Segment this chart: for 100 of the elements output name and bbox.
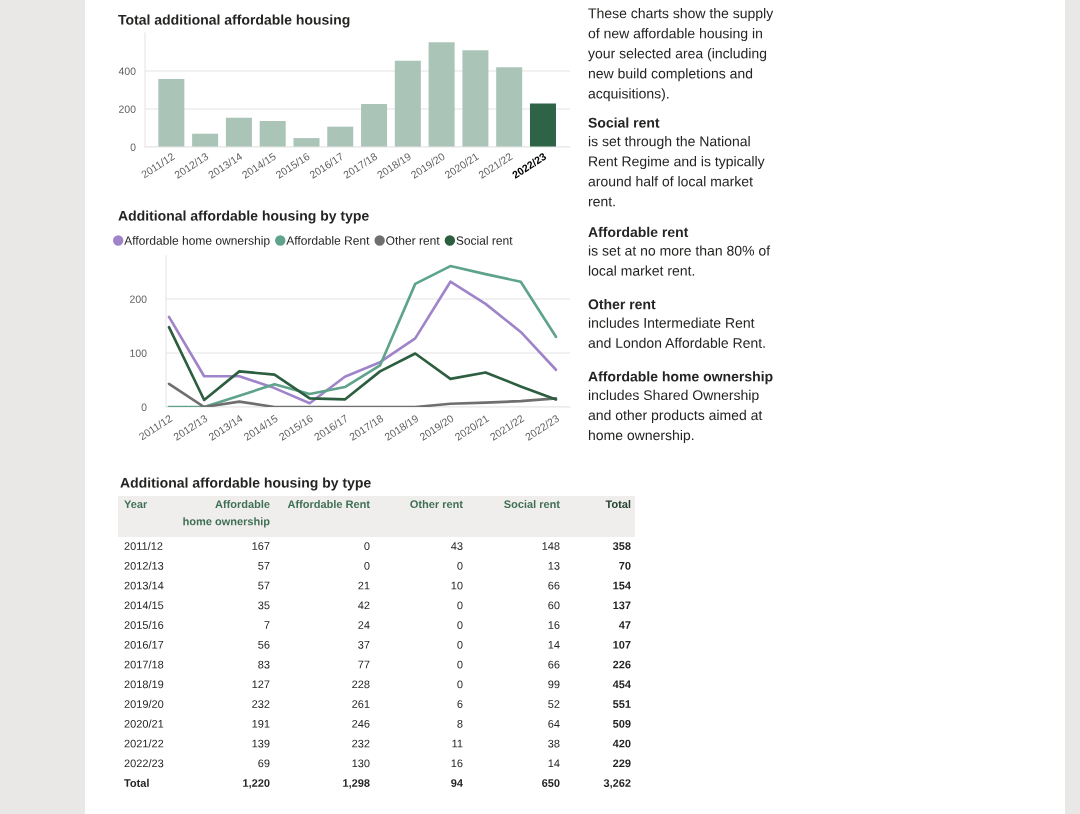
- data-label: 3,262: [603, 779, 631, 789]
- chart-title: Total additional affordable housing: [118, 14, 350, 28]
- data-label: 246: [352, 719, 370, 728]
- category-label: 2021/22: [124, 739, 164, 748]
- bar: [462, 50, 489, 147]
- data-label: 0: [364, 542, 370, 550]
- data-label: 42: [358, 601, 370, 610]
- category-label: 2019/20: [124, 699, 164, 708]
- bar: [394, 60, 421, 147]
- data-label: 229: [613, 759, 631, 768]
- data-label: 0: [457, 621, 463, 629]
- data-label: 167: [252, 542, 270, 550]
- bar: [327, 126, 354, 147]
- data-label: 64: [548, 719, 560, 728]
- data-label: 261: [352, 700, 370, 708]
- legend-label: Affordable Rent: [286, 236, 370, 245]
- data-label: 0: [364, 561, 370, 570]
- data-label: 99: [548, 680, 560, 689]
- data-label: 66: [548, 660, 560, 669]
- data-label: 0: [457, 601, 463, 610]
- category-label: 2016/17: [124, 640, 164, 649]
- data-label: 509: [612, 719, 631, 728]
- data-label: 358: [612, 542, 631, 550]
- category-label: 2017/18: [124, 660, 164, 669]
- data-label: 60: [548, 601, 560, 610]
- text: Additional affordable housing by type: [120, 477, 371, 491]
- category-label: 2011/12: [124, 541, 163, 550]
- data-label: 66: [548, 581, 560, 590]
- data-label: 0: [457, 640, 463, 649]
- data-label: 650: [542, 779, 560, 787]
- data-label: 16: [548, 621, 560, 629]
- data-label: 228: [352, 680, 370, 689]
- data-label: 43: [451, 542, 463, 550]
- data-label: 56: [258, 640, 270, 649]
- data-label: 11: [452, 739, 463, 748]
- data-label: 0: [457, 660, 463, 669]
- data-label: 154: [613, 581, 631, 590]
- data-label: 77: [358, 660, 370, 669]
- data-label: 24: [358, 621, 370, 629]
- chart-title: Additional affordable housing by type: [118, 210, 369, 224]
- category-label: 2014/15: [124, 601, 164, 610]
- data-label: 7: [264, 621, 270, 629]
- data-label: 83: [258, 660, 270, 669]
- data-label: 38: [548, 739, 560, 748]
- data-label: 107: [613, 640, 631, 649]
- line-series: [167, 382, 558, 407]
- text: Year: [124, 500, 148, 509]
- text: Other rent: [588, 299, 656, 310]
- data-label: 8: [457, 719, 463, 728]
- y-tick-label: 400: [118, 67, 136, 75]
- bar: [428, 42, 455, 147]
- text: Social rent: [504, 500, 560, 509]
- text: Social rent: [588, 117, 660, 128]
- text: is set at no more than 80% of local market rent.: [588, 245, 771, 276]
- y-tick-label: 200: [119, 105, 136, 113]
- text: includes Shared Ownership and other products aimed at home ownership.: [588, 389, 763, 443]
- text: These charts show the supply of new affordable housing in your selected area (including new build completions and acquisitions).: [588, 8, 774, 102]
- category-label: 2020/21: [124, 719, 164, 728]
- bar: [293, 138, 320, 147]
- text: Affordable home ownership: [588, 371, 773, 385]
- data-label: 139: [252, 739, 270, 748]
- legend-label: Other rent: [386, 236, 440, 245]
- text: Total: [605, 500, 631, 509]
- data-label: 14: [548, 759, 560, 768]
- bar: [361, 104, 388, 147]
- text: Affordable rent: [588, 226, 689, 238]
- bar: [259, 120, 286, 147]
- data-label: 70: [619, 561, 631, 570]
- data-label: 137: [613, 601, 631, 610]
- data-label: 47: [618, 621, 631, 629]
- bar: [192, 133, 219, 147]
- text: Affordable Rent: [287, 500, 370, 509]
- data-label: 148: [542, 542, 560, 550]
- legend-label: Social rent: [456, 236, 513, 245]
- data-label: 232: [352, 739, 370, 748]
- data-label: 69: [258, 759, 270, 768]
- data-label: 420: [612, 739, 631, 748]
- text: Other rent: [410, 500, 463, 509]
- data-label: 1,298: [343, 779, 370, 789]
- data-label: 21: [358, 581, 370, 590]
- bar: [496, 67, 523, 147]
- data-label: 191: [252, 719, 270, 728]
- data-label: 57: [258, 581, 270, 590]
- data-label: 226: [613, 660, 631, 669]
- category-label: 2015/16: [124, 620, 164, 629]
- data-label: 35: [258, 601, 270, 610]
- data-label: 454: [612, 680, 631, 689]
- category-label: Total: [124, 778, 149, 787]
- text: includes Intermediate Rent and London Affordable Rent.: [588, 317, 765, 348]
- bar: [529, 103, 556, 147]
- text: Affordable home ownership: [183, 500, 270, 528]
- data-label: 232: [252, 700, 270, 708]
- text: is set through the National Rent Regime and is typically around half of local market rent.: [588, 136, 765, 207]
- line-series: [167, 325, 558, 402]
- category-label: 2013/14: [124, 581, 164, 590]
- category-label: 2012/13: [124, 561, 164, 570]
- data-label: 10: [451, 581, 463, 590]
- data-label: 13: [548, 561, 560, 570]
- bar: [158, 78, 185, 147]
- data-label: 16: [451, 759, 463, 768]
